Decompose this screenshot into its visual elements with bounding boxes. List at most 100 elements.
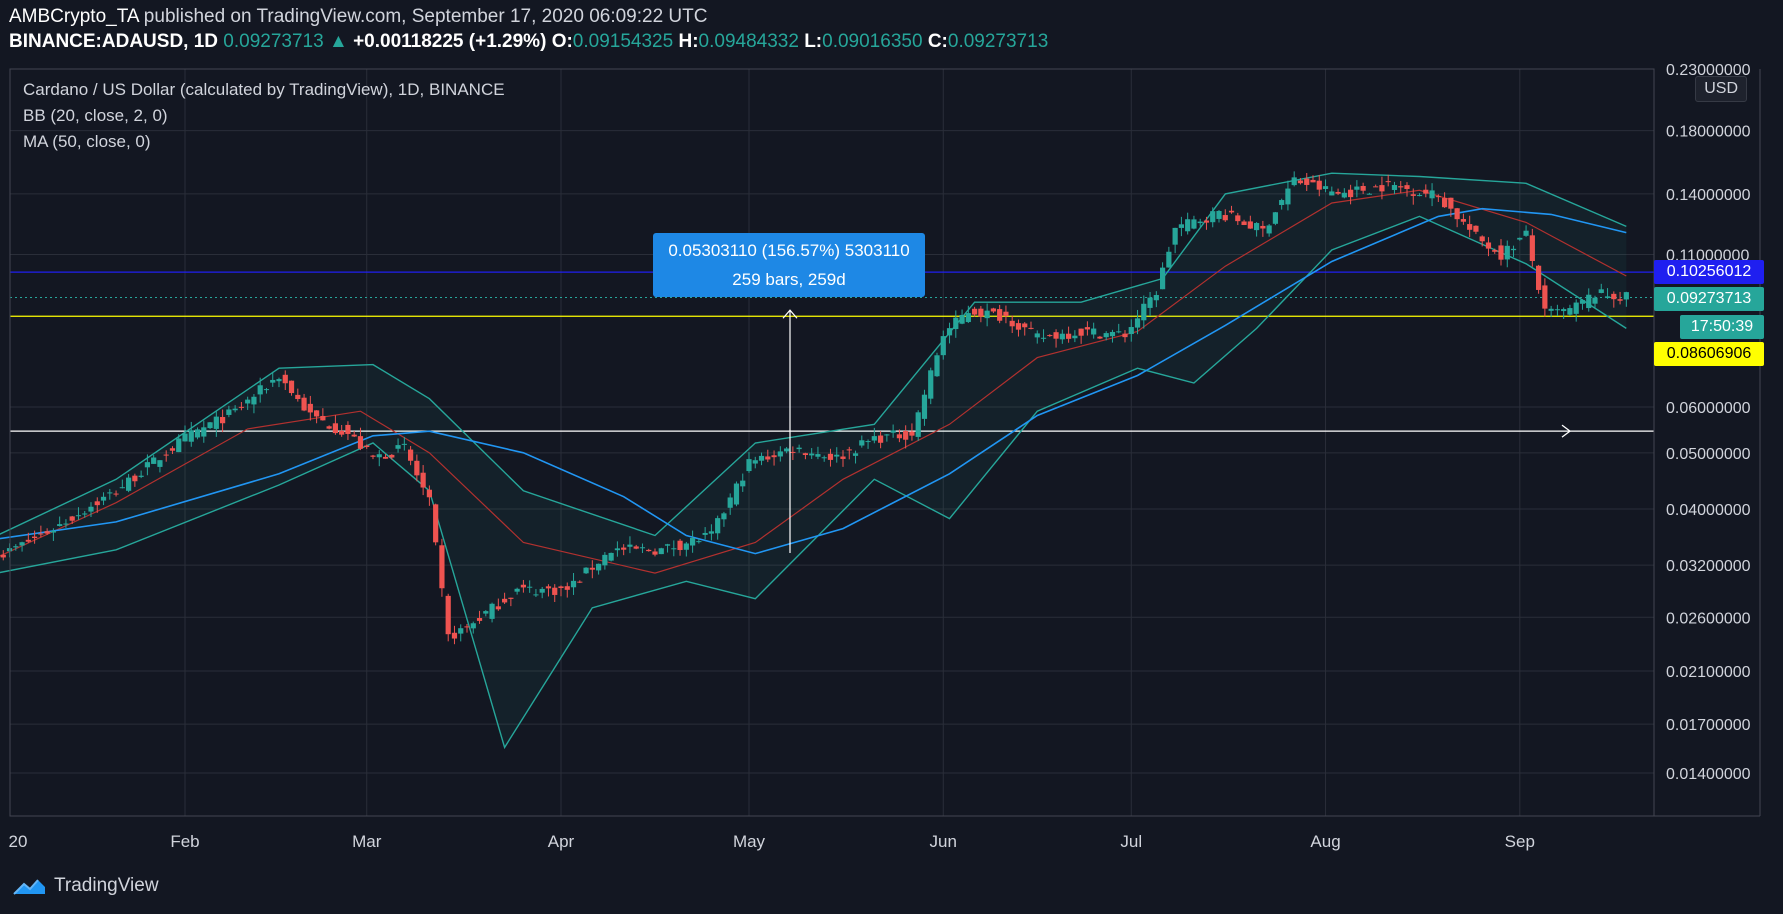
candle-body bbox=[583, 567, 589, 574]
candle bbox=[690, 530, 696, 553]
candle-body bbox=[94, 501, 100, 506]
candle-body bbox=[859, 440, 865, 446]
candle bbox=[514, 587, 520, 595]
candle bbox=[1285, 180, 1291, 211]
candle-body bbox=[207, 422, 213, 429]
candle bbox=[1172, 227, 1178, 254]
up-triangle-icon: ▲ bbox=[328, 31, 348, 52]
candle bbox=[113, 490, 119, 497]
y-tick-label: 0.18000000 bbox=[1666, 124, 1751, 141]
legend-bollinger[interactable]: BB (20, close, 2, 0) bbox=[23, 106, 168, 125]
candle bbox=[802, 452, 808, 460]
candle-body bbox=[990, 308, 996, 312]
candle bbox=[583, 567, 589, 574]
candle bbox=[1134, 309, 1141, 335]
candle bbox=[220, 409, 226, 433]
candle-body bbox=[401, 443, 407, 445]
candle bbox=[934, 352, 940, 377]
candle bbox=[771, 450, 777, 466]
candle bbox=[796, 444, 802, 453]
candle bbox=[790, 446, 796, 461]
candle-body bbox=[1567, 308, 1573, 315]
candle bbox=[508, 597, 514, 607]
candle bbox=[1329, 186, 1335, 196]
candle bbox=[1554, 304, 1560, 316]
candle bbox=[608, 552, 614, 562]
tradingview-logo[interactable]: TradingView bbox=[12, 875, 159, 897]
candle bbox=[1536, 264, 1542, 294]
candle-body bbox=[470, 623, 476, 629]
legend-moving-average[interactable]: MA (50, close, 0) bbox=[23, 132, 151, 151]
candle bbox=[13, 544, 19, 551]
candle bbox=[1460, 213, 1466, 225]
candle-body bbox=[727, 497, 733, 508]
candle bbox=[784, 447, 790, 454]
candle-body bbox=[1172, 227, 1178, 245]
candle-body bbox=[683, 543, 689, 550]
candle bbox=[1015, 319, 1022, 337]
candle bbox=[1354, 180, 1360, 198]
candle bbox=[821, 455, 827, 462]
candle-body bbox=[1254, 223, 1260, 231]
candle bbox=[1322, 179, 1329, 193]
candle-body bbox=[1266, 225, 1272, 234]
candle bbox=[733, 481, 740, 507]
candle bbox=[1404, 182, 1410, 197]
candle bbox=[0, 550, 6, 561]
candle-body bbox=[238, 406, 244, 408]
candle-body bbox=[408, 449, 414, 461]
candle bbox=[1066, 326, 1072, 343]
candle-body bbox=[1554, 309, 1560, 311]
candle bbox=[345, 421, 351, 440]
candle-body bbox=[163, 454, 169, 456]
candle bbox=[1034, 330, 1040, 344]
candle-body bbox=[1579, 300, 1586, 304]
candle bbox=[1586, 288, 1592, 312]
candle-body bbox=[746, 459, 752, 472]
author-name[interactable]: AMBCrypto_TA bbox=[9, 6, 139, 27]
candle bbox=[1360, 182, 1366, 195]
candle bbox=[1429, 183, 1435, 207]
candle-body bbox=[1360, 185, 1366, 191]
candle-body bbox=[570, 580, 577, 588]
candle-body bbox=[1034, 333, 1040, 338]
candle bbox=[852, 450, 859, 464]
candle-body bbox=[69, 516, 75, 521]
candle bbox=[1341, 188, 1347, 199]
candle bbox=[445, 593, 451, 642]
candle-body bbox=[495, 606, 501, 610]
candle bbox=[928, 367, 934, 405]
candle bbox=[207, 421, 213, 430]
candle bbox=[1498, 239, 1504, 266]
close-label: C: bbox=[927, 31, 948, 52]
candle bbox=[408, 446, 414, 466]
x-tick-label: Jun bbox=[930, 832, 957, 851]
candle-body bbox=[934, 355, 940, 377]
candle-body bbox=[940, 336, 946, 356]
candle bbox=[1479, 235, 1485, 247]
currency-button[interactable]: USD bbox=[1695, 76, 1747, 102]
candle bbox=[633, 544, 639, 550]
candle bbox=[1084, 321, 1090, 336]
candle-body bbox=[1109, 331, 1116, 337]
candle bbox=[664, 543, 671, 553]
candle bbox=[997, 304, 1003, 324]
candle bbox=[1178, 216, 1184, 237]
candle bbox=[671, 540, 677, 557]
candle-body bbox=[520, 584, 526, 588]
candle bbox=[727, 493, 733, 515]
candle bbox=[890, 424, 896, 438]
candle bbox=[263, 387, 270, 394]
candle-body bbox=[464, 626, 470, 628]
candle bbox=[533, 589, 539, 598]
candle bbox=[176, 434, 182, 453]
candle bbox=[1504, 240, 1510, 268]
candle-body bbox=[1504, 245, 1510, 260]
candle bbox=[815, 446, 821, 460]
candle-body bbox=[144, 462, 150, 468]
candle-body bbox=[169, 448, 176, 451]
candle bbox=[232, 405, 238, 413]
candle-body bbox=[1467, 224, 1473, 230]
candle-body bbox=[1066, 333, 1072, 339]
